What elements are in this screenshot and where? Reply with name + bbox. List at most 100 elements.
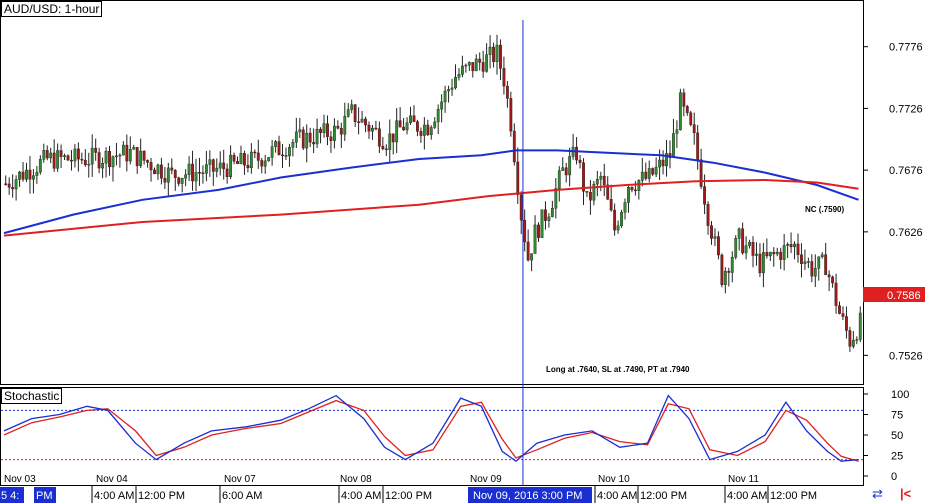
candle-body [191,163,194,182]
candle-body [523,219,527,243]
left-cut-label: 5 4: [1,490,19,502]
candle-body [31,175,35,180]
candle-body [509,98,513,132]
stochastic-k-line [3,394,859,463]
sync-icon[interactable]: ⇄ [872,486,883,501]
candle-body [803,261,807,264]
date-label: Nov 09 [470,474,502,485]
ma-fast-line [3,149,859,235]
candle-body [35,171,39,176]
candle-body [187,163,191,175]
candle-body [132,147,136,150]
candle-body [429,127,433,136]
time-label: 12:00 PM [770,490,817,502]
candle-body [855,339,859,341]
candle-body [391,133,395,143]
date-label: Nov 07 [224,474,256,485]
price-tick-label: 0.7626 [889,227,923,239]
candle-body [301,129,305,149]
price-marker-label: 0.7586 [887,290,921,302]
candle-body [194,172,198,182]
candle-body [751,242,755,256]
candle-body [582,162,585,192]
candle-body [658,159,662,168]
candle-body [779,251,783,260]
candle-body [97,152,101,169]
scroll-end-icon[interactable]: |< [900,486,912,501]
date-label: Nov 11 [728,474,759,485]
candle-body [519,194,523,221]
time-label: 4:00 AM [597,490,637,502]
candle-body [575,146,578,161]
candle-body [530,253,534,261]
candle-body [94,147,98,153]
price-tick-label: 0.7776 [889,42,923,54]
candle-body [274,141,277,147]
candle-body [471,62,475,72]
candle-body [63,155,66,157]
candle-body [810,261,814,277]
date-label: Nov 03 [4,474,36,485]
candle-body [108,150,111,168]
candle-body [478,58,482,63]
candle-body [599,175,603,180]
candle-body [644,171,648,179]
candle-body [149,162,153,171]
candle-body [730,257,734,273]
candle-body [384,148,388,151]
candle-body [561,167,565,171]
candle-body [329,136,333,141]
candle-body [651,168,655,175]
candle-body [672,133,675,158]
crosshair-date-label: Nov 09, 2016 3:00 PM [473,490,582,502]
candle-body [557,170,561,189]
candle-body [208,159,212,165]
candle-body [21,171,25,180]
candle-body [789,244,793,248]
candle-body [198,172,201,174]
candle-body [436,108,440,123]
candle-body [699,159,703,187]
candle-body [589,192,592,201]
candle-body [419,131,423,136]
candle-body [308,132,312,143]
candle-body [232,154,236,162]
candle-body [426,124,430,136]
candle-body [322,123,326,134]
candle-body [121,144,125,156]
candle-body [288,147,291,157]
candle-body [412,115,416,122]
candle-body [402,126,406,131]
candle-body [464,64,468,67]
candle-body [25,169,28,180]
candle-body [689,112,693,125]
candle-body [281,154,284,157]
candle-body [128,149,132,162]
candle-body [90,147,94,165]
candle-body [211,159,215,172]
candle-body [398,120,402,128]
candle-body [533,224,537,254]
candle-body [73,148,77,162]
stochastic-d-line [3,399,859,462]
candle-body [485,54,489,72]
candle-body [364,118,367,126]
candle-body [786,244,790,246]
candle-body [554,188,558,209]
candle-body [38,159,42,173]
candle-body [526,241,530,261]
candle-body [544,209,547,221]
candle-body [294,131,298,143]
price-tick-label: 0.7526 [889,350,923,362]
candle-body [713,236,717,239]
candle-body [7,183,11,188]
candle-body [118,154,122,157]
candle-body [723,270,727,285]
nc-annotation: NC (.7590) [805,205,844,214]
candle-body [467,62,471,66]
candle-body [270,146,274,158]
stochastic-tick-label: 25 [891,451,903,463]
candle-body [284,155,288,157]
candle-body [540,209,544,238]
